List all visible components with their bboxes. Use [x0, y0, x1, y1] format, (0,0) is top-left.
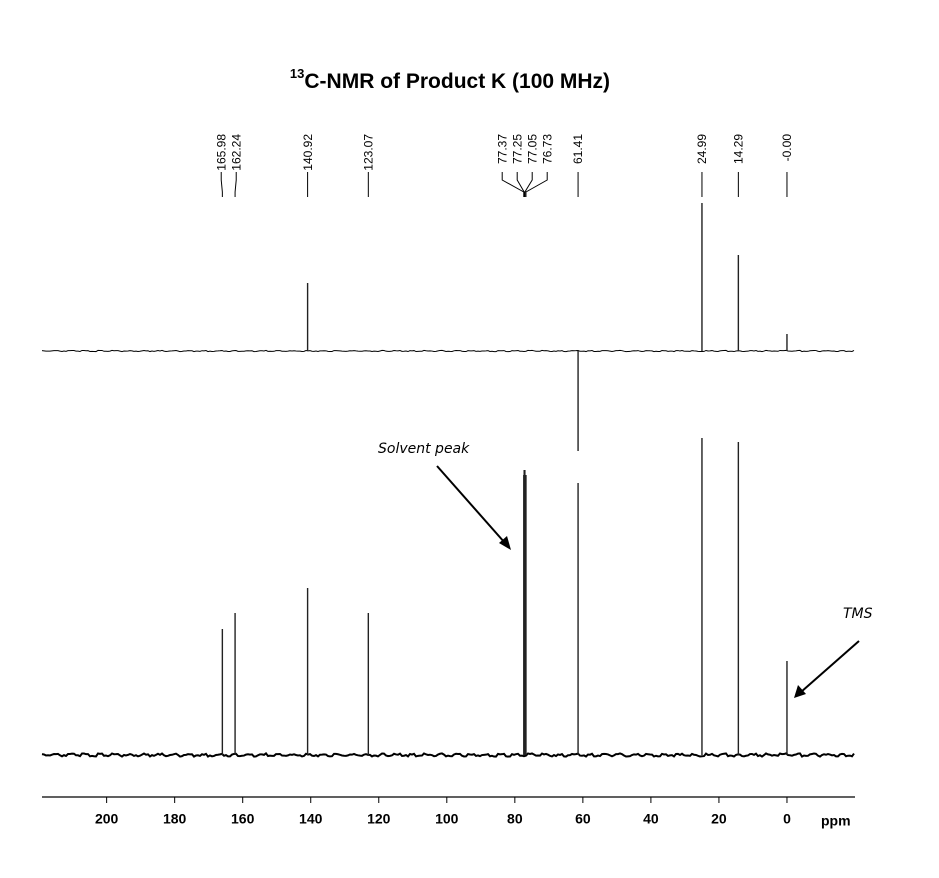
x-axis-label: ppm — [821, 813, 851, 829]
baseline — [41, 752, 855, 758]
annotation-arrow — [800, 640, 860, 693]
x-tick-label: 120 — [367, 811, 391, 827]
title-superscript: 13 — [290, 66, 304, 81]
chart-title: 13C-NMR of Product K (100 MHz) — [290, 66, 610, 92]
x-tick-label: 40 — [643, 811, 659, 827]
x-tick-label: 100 — [435, 811, 459, 827]
annotation-arrow — [436, 465, 506, 544]
x-tick-label: 0 — [783, 811, 791, 827]
peak-label-leader — [516, 172, 525, 197]
peak-label: 162.24 — [229, 134, 243, 171]
x-tick-label: 80 — [507, 811, 523, 827]
peak-label-leader — [525, 172, 548, 197]
x-tick-label: 160 — [231, 811, 255, 827]
peak-label: 61.41 — [571, 134, 585, 164]
peak-label: 165.98 — [214, 134, 228, 171]
peak-label: 77.37 — [495, 134, 509, 164]
peak-label: -0.00 — [780, 134, 794, 162]
peak-label-leader — [220, 172, 223, 197]
arrow-head — [499, 536, 511, 550]
peak-label: 14.29 — [732, 134, 746, 164]
peak-label: 24.99 — [695, 134, 709, 164]
peak-label-leader — [501, 172, 525, 197]
peak-label: 77.25 — [510, 134, 524, 164]
baseline — [41, 349, 855, 353]
peak-label: 123.07 — [361, 134, 375, 171]
peak-label: 140.92 — [301, 134, 315, 171]
peak-label: 76.73 — [540, 134, 554, 164]
title-text: C-NMR of Product K (100 MHz) — [304, 70, 610, 93]
x-tick-label: 20 — [711, 811, 727, 827]
peak-label: 77.05 — [525, 134, 539, 164]
annotation: TMS — [843, 606, 873, 622]
x-tick-label: 200 — [95, 811, 119, 827]
x-tick-label: 140 — [299, 811, 323, 827]
x-tick-label: 180 — [163, 811, 187, 827]
peak-label-leader — [234, 172, 237, 197]
x-tick-label: 60 — [575, 811, 591, 827]
peak-label-leader — [524, 172, 533, 197]
annotation: Solvent peak — [378, 441, 470, 457]
arrow-head — [794, 685, 806, 698]
